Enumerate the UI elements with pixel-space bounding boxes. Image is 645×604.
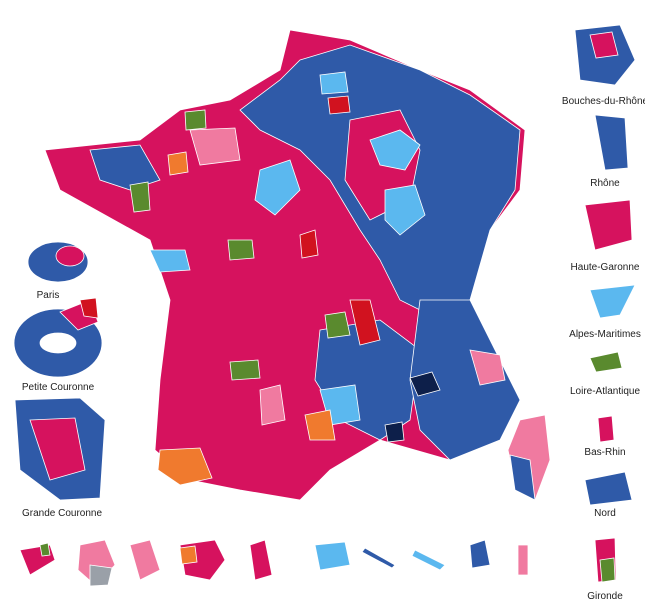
inset-label: Grande Couronne xyxy=(22,508,102,519)
france-mainland xyxy=(44,29,526,501)
inset-label: Alpes-Maritimes xyxy=(569,329,641,340)
left-insets xyxy=(13,241,106,501)
inset-label: Nord xyxy=(594,508,616,519)
right-insets xyxy=(574,24,636,583)
inset-label: Loire-Atlantique xyxy=(570,386,640,397)
inset-label: Paris xyxy=(37,290,60,301)
inset-label: Bouches-du-Rhône xyxy=(562,96,645,107)
inset-label: Gironde xyxy=(587,591,623,602)
overseas-insets xyxy=(19,539,529,587)
inset-label: Haute-Garonne xyxy=(571,262,640,273)
inset-label: Bas-Rhin xyxy=(584,447,625,458)
corsica xyxy=(507,414,551,501)
inset-label: Petite Couronne xyxy=(22,382,95,393)
inset-label: Rhône xyxy=(590,178,620,189)
